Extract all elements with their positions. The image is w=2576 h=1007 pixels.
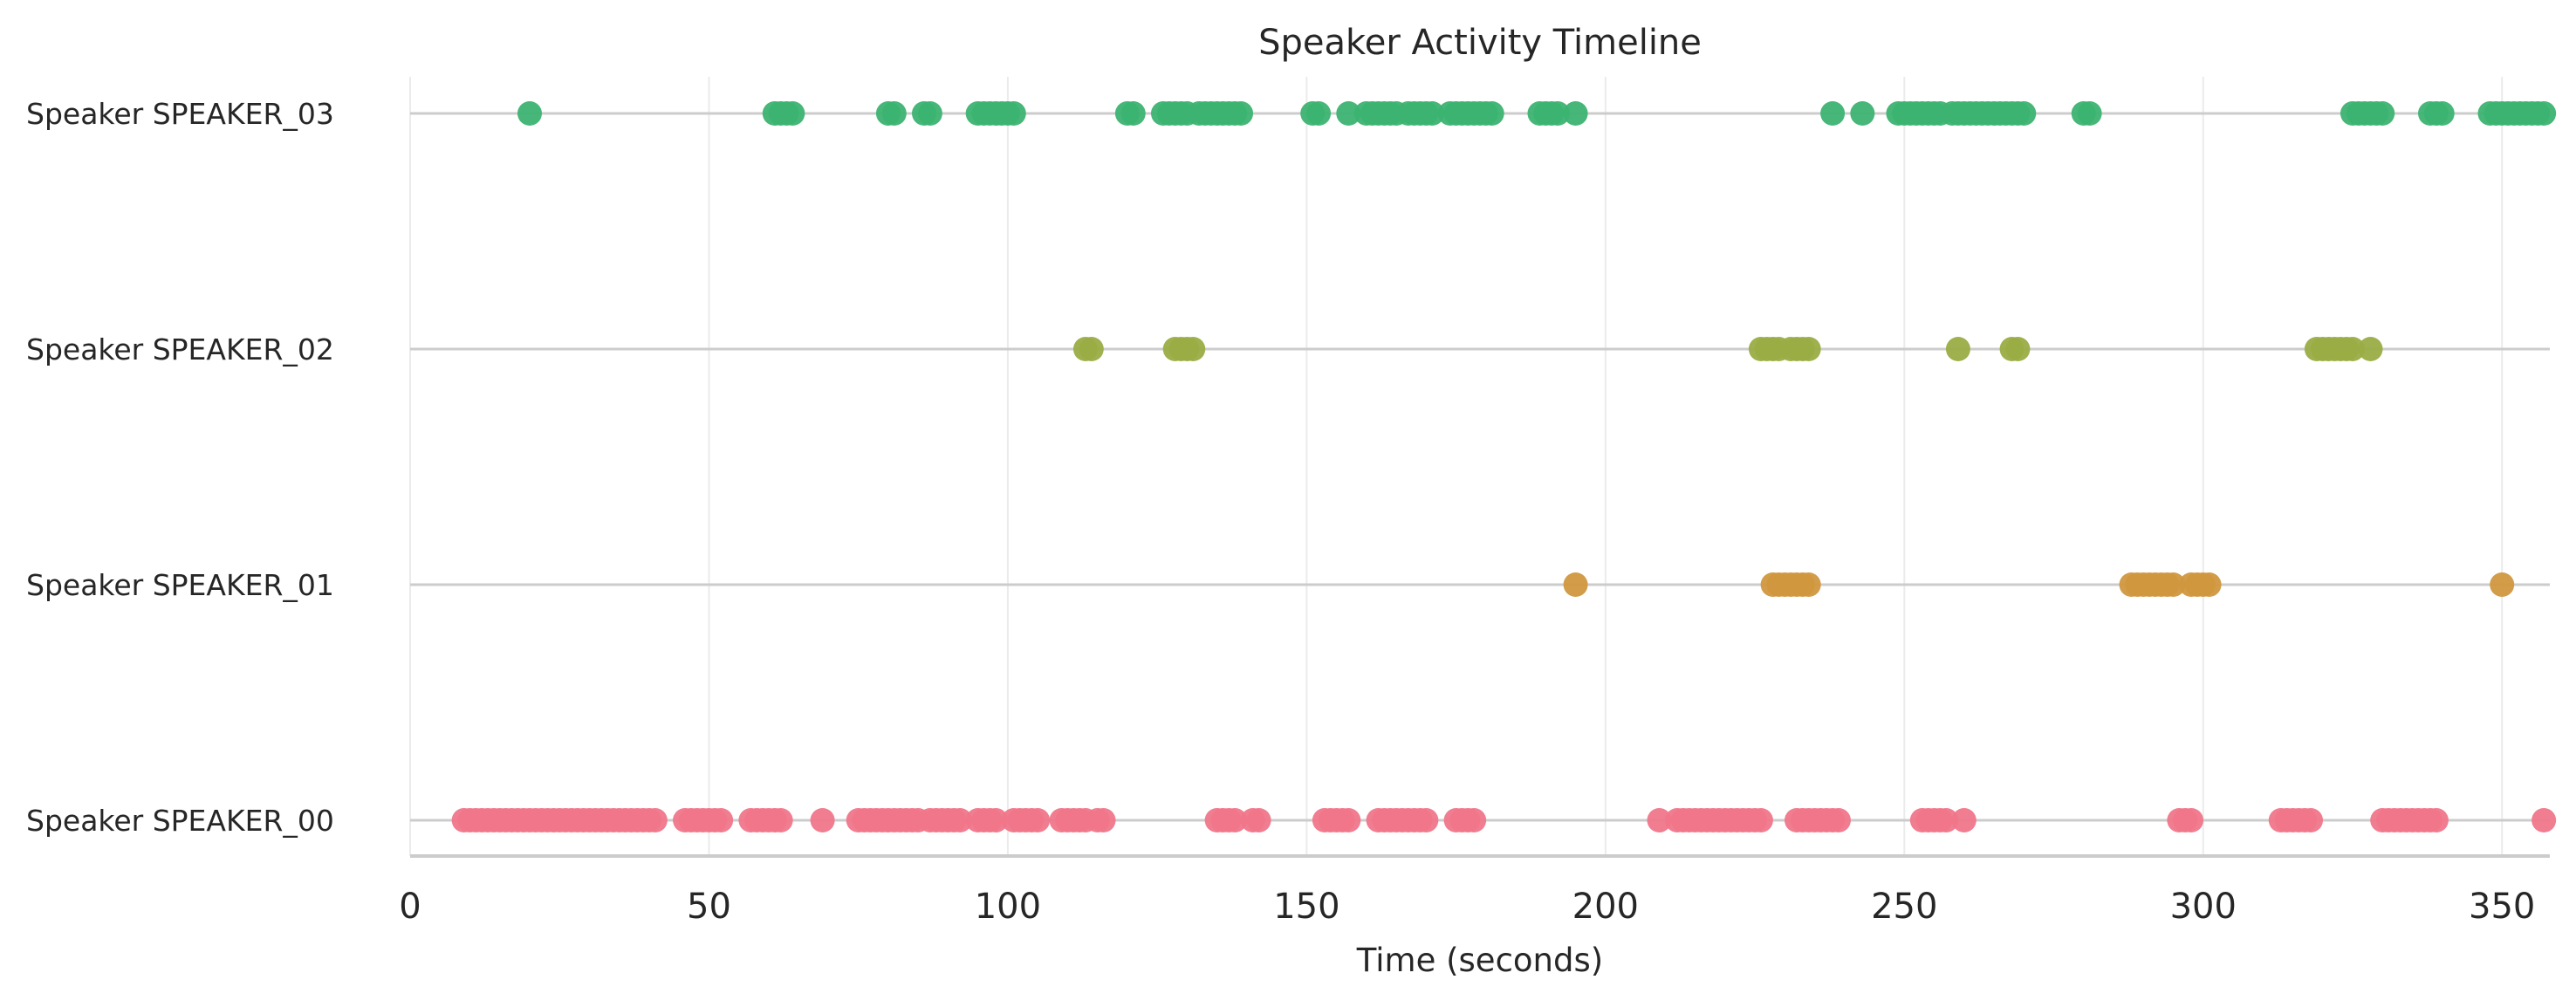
x-axis-label: Time (seconds) (1356, 942, 1603, 979)
activity-point (2429, 101, 2455, 126)
x-tick-label: 200 (1572, 887, 1639, 927)
activity-point (2196, 572, 2222, 597)
activity-point (1181, 337, 1206, 361)
activity-point (1246, 808, 1271, 832)
x-tick-labels: 0 50 100 150 200 250 300 350 (399, 887, 2535, 927)
activity-point (1079, 337, 1104, 361)
activity-point (1647, 808, 1672, 832)
activity-point (1951, 808, 1977, 832)
activity-point (780, 101, 805, 126)
x-tick-label: 100 (975, 887, 1041, 927)
activity-point (810, 808, 835, 832)
activity-point (2531, 101, 2557, 126)
activity-point (1563, 101, 1588, 126)
activity-point (1826, 808, 1851, 832)
activity-point (1820, 101, 1846, 126)
activity-point (2005, 337, 2031, 361)
activity-point (1229, 101, 1254, 126)
x-tick-label: 250 (1871, 887, 1937, 927)
activity-point (1414, 808, 1439, 832)
x-tick-label: 300 (2170, 887, 2237, 927)
activity-point (1420, 101, 1445, 126)
activity-point (948, 808, 973, 832)
activity-point (1001, 101, 1026, 126)
chart-title: Speaker Activity Timeline (1258, 23, 1702, 63)
activity-point (1796, 337, 1821, 361)
x-tick-label: 150 (1273, 887, 1339, 927)
activity-point (709, 808, 734, 832)
activity-point (1462, 808, 1487, 832)
activity-point (1934, 808, 1959, 832)
activity-point (1545, 101, 1571, 126)
vertical-gridlines (409, 77, 2504, 856)
activity-points (451, 101, 2557, 832)
activity-point (983, 808, 1009, 832)
activity-point (1479, 101, 1504, 126)
activity-point (1120, 101, 1146, 126)
activity-point (1748, 808, 1773, 832)
activity-point (1945, 337, 1970, 361)
activity-point (768, 808, 793, 832)
activity-point (1306, 101, 1332, 126)
activity-point (1091, 808, 1116, 832)
activity-point (2179, 808, 2204, 832)
activity-point (2358, 337, 2383, 361)
activity-point (2077, 101, 2102, 126)
y-tick-label: Speaker SPEAKER_03 (26, 97, 334, 131)
activity-point (2161, 572, 2186, 597)
x-tick-label: 350 (2469, 887, 2535, 927)
activity-point (642, 808, 668, 832)
activity-point (1223, 808, 1248, 832)
y-tick-label: Speaker SPEAKER_02 (26, 332, 334, 366)
activity-point (1563, 572, 1588, 597)
activity-point (2370, 101, 2395, 126)
activity-point (2299, 808, 2324, 832)
activity-point (2531, 808, 2557, 832)
activity-point (2490, 572, 2515, 597)
y-tick-label: Speaker SPEAKER_00 (26, 804, 334, 838)
y-tick-labels: Speaker SPEAKER_03 Speaker SPEAKER_02 Spea… (26, 97, 334, 838)
x-tick-label: 50 (687, 887, 731, 927)
activity-point (1850, 101, 1875, 126)
activity-point (881, 101, 907, 126)
activity-point (1336, 808, 1361, 832)
activity-point (2423, 808, 2449, 832)
activity-point (917, 101, 942, 126)
activity-point (517, 101, 542, 126)
activity-point (1336, 101, 1361, 126)
activity-point (2011, 101, 2037, 126)
x-tick-label: 0 (399, 887, 421, 927)
activity-point (2340, 337, 2365, 361)
activity-point (1796, 572, 1821, 597)
activity-point (1025, 808, 1051, 832)
y-tick-label: Speaker SPEAKER_01 (26, 568, 334, 602)
